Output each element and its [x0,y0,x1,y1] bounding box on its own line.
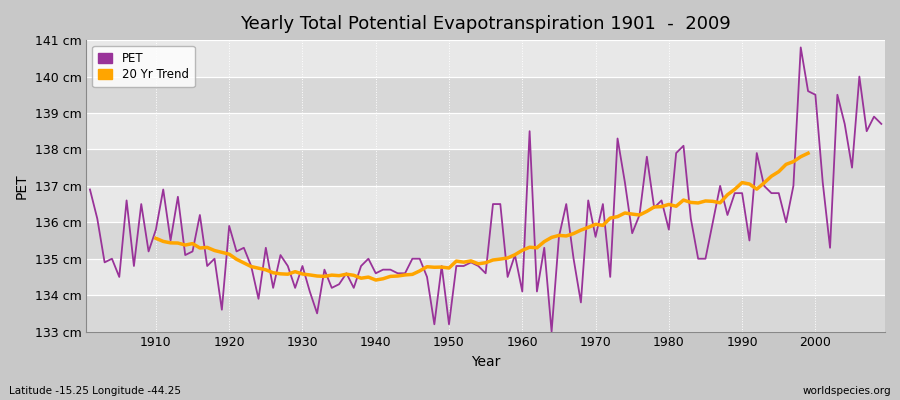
PET [348,286,359,290]
20 Yr Trend [700,198,711,203]
Bar [86,113,885,150]
PET [796,45,806,50]
Bar [86,76,885,113]
20 Yr Trend [715,200,725,205]
20 Yr Trend [348,273,359,278]
PET [304,289,315,294]
Bar [86,186,885,222]
20 Yr Trend [780,162,791,167]
Bar [86,259,885,295]
Bar [86,295,885,332]
PET [509,253,520,258]
20 Yr Trend [803,151,814,156]
PET [612,136,623,141]
Bar [86,40,885,76]
Bar [86,222,885,259]
PET [546,329,557,334]
Text: worldspecies.org: worldspecies.org [803,386,891,396]
Y-axis label: PET: PET [15,173,29,199]
Line: 20 Yr Trend: 20 Yr Trend [156,153,808,280]
PET [876,122,886,126]
20 Yr Trend [150,236,161,241]
PET [85,187,95,192]
20 Yr Trend [370,278,381,282]
Title: Yearly Total Potential Evapotranspiration 1901  -  2009: Yearly Total Potential Evapotranspiratio… [240,15,731,33]
Legend: PET, 20 Yr Trend: PET, 20 Yr Trend [92,46,194,87]
X-axis label: Year: Year [471,355,500,369]
Bar [86,150,885,186]
Line: PET: PET [90,47,881,332]
20 Yr Trend [612,214,623,219]
PET [517,289,527,294]
Text: Latitude -15.25 Longitude -44.25: Latitude -15.25 Longitude -44.25 [9,386,181,396]
PET [143,249,154,254]
20 Yr Trend [238,260,249,265]
